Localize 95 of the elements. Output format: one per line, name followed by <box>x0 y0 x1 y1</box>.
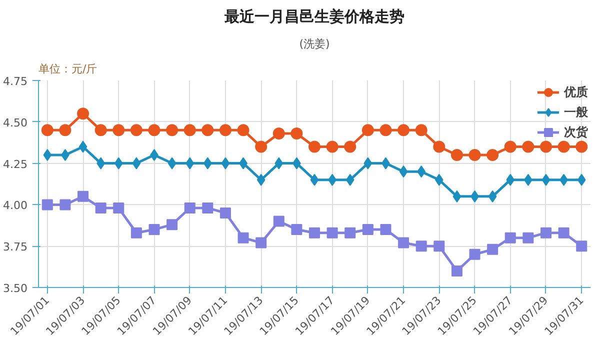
point <box>43 149 52 162</box>
point <box>130 124 142 136</box>
point <box>184 124 196 136</box>
point <box>113 202 124 214</box>
point <box>308 140 320 153</box>
point <box>522 232 534 244</box>
point <box>362 124 374 136</box>
point <box>202 202 214 214</box>
point <box>486 149 499 162</box>
point <box>42 199 53 210</box>
point <box>148 224 160 236</box>
point <box>433 140 446 153</box>
point <box>166 124 178 136</box>
point <box>291 224 302 236</box>
point <box>362 224 374 236</box>
point <box>450 149 463 162</box>
point <box>221 157 230 170</box>
point <box>256 174 266 186</box>
point <box>451 265 462 276</box>
point <box>256 237 267 248</box>
point <box>148 124 160 136</box>
y-tick-label: 3.75 <box>3 240 28 254</box>
point <box>380 124 392 136</box>
point <box>78 190 89 202</box>
point <box>186 157 194 170</box>
point <box>398 237 410 248</box>
point <box>558 140 570 153</box>
point <box>219 124 232 136</box>
point <box>540 227 552 238</box>
point <box>415 124 428 136</box>
point <box>255 140 268 153</box>
chart-subtitle: (洗姜) <box>299 38 330 50</box>
point <box>237 124 250 136</box>
point <box>168 157 176 170</box>
point <box>434 174 444 186</box>
point <box>344 140 356 153</box>
point <box>309 227 320 238</box>
point <box>78 140 88 153</box>
point <box>202 124 214 136</box>
point <box>488 190 497 202</box>
point <box>344 227 356 238</box>
point <box>95 202 106 214</box>
point <box>310 174 319 186</box>
point <box>576 140 588 153</box>
y-tick-label: 4.75 <box>3 75 28 88</box>
point <box>220 207 231 218</box>
point <box>364 157 372 170</box>
legend-label: 次货 <box>564 124 588 140</box>
point <box>434 240 445 252</box>
y-tick-label: 4.00 <box>3 199 28 212</box>
point <box>238 232 249 244</box>
point <box>522 140 534 153</box>
point <box>132 157 141 170</box>
y-axis-title: 单位：元/斤 <box>38 62 98 76</box>
y-tick-label: 4.25 <box>3 158 28 171</box>
point <box>558 227 570 238</box>
point <box>399 166 408 178</box>
point <box>326 227 338 238</box>
point <box>130 227 142 238</box>
point <box>326 140 338 153</box>
point <box>452 190 462 202</box>
point <box>417 166 426 178</box>
point <box>273 216 284 227</box>
point <box>290 128 303 140</box>
point <box>77 108 90 120</box>
point <box>416 240 427 252</box>
point <box>272 128 285 140</box>
point <box>487 244 498 255</box>
legend-label: 优质 <box>564 84 588 100</box>
point <box>504 140 516 153</box>
point <box>41 124 54 136</box>
point <box>577 174 586 186</box>
point <box>274 157 284 170</box>
point <box>59 124 72 136</box>
point <box>540 140 552 153</box>
point <box>94 124 107 136</box>
point <box>576 240 588 252</box>
point <box>542 174 550 186</box>
point <box>166 219 178 230</box>
y-tick-label: 4.50 <box>3 116 28 130</box>
point <box>504 232 516 244</box>
point <box>114 157 123 170</box>
point <box>346 174 354 186</box>
point <box>468 149 481 162</box>
point <box>506 174 515 186</box>
legend-label: 一般 <box>564 104 588 120</box>
point <box>469 248 480 260</box>
point <box>184 202 196 214</box>
point <box>60 199 71 210</box>
point <box>398 124 410 136</box>
point <box>380 224 392 236</box>
chart-title: 最近一月昌邑生姜价格走势 <box>224 8 404 26</box>
point <box>112 124 125 136</box>
y-tick-label: 3.50 <box>3 282 28 295</box>
point <box>203 157 212 170</box>
